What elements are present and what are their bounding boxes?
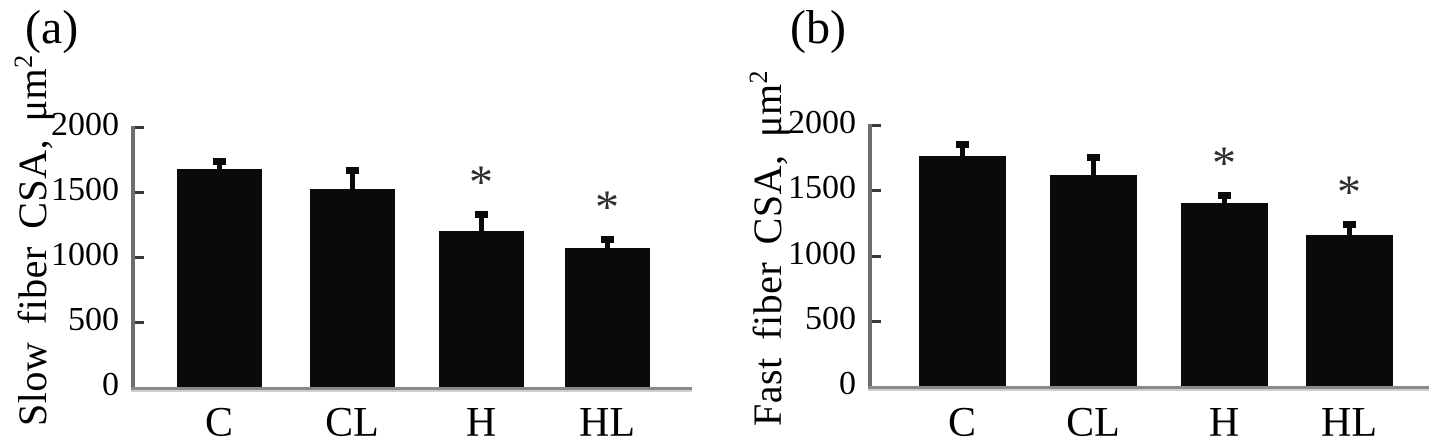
error-bar-cap [212,157,226,165]
y-tick-label: 500 [805,299,856,337]
error-bar-cap [345,167,359,175]
y-tick-label: 2000 [788,104,856,141]
x-category-label: CL [325,400,379,446]
error-bar-cap [1086,153,1100,161]
error-bar-stem [1090,158,1096,175]
x-category-label: HL [1321,400,1377,446]
y-tick-label: 1500 [51,171,119,208]
error-bar-cap [474,210,488,218]
y-tick-label: 0 [102,366,119,403]
x-category-label: C [947,400,976,446]
x-category-label: HL [579,400,635,446]
panel-b-label: (b) [790,1,846,54]
y-tick-label: 2000 [51,106,119,143]
error-bar-cap [1342,220,1356,228]
panel-b-plot-area: 0 500 1000 1500 2000 C CL * H * HL [719,0,1438,448]
y-tick-label: 500 [68,301,119,338]
error-bar-stem [349,172,355,190]
bar [564,247,650,387]
y-tick [135,191,144,194]
y-tick [135,256,144,259]
y-tick-label: 1500 [788,169,856,207]
error-bar-stem [1346,225,1352,235]
error-bar-stem [216,162,222,169]
significance-asterisk: * [595,180,619,234]
error-bar-cap [1217,192,1231,200]
significance-asterisk: * [469,155,493,209]
x-category-label: H [1208,400,1240,446]
error-bar-cap [600,235,614,243]
error-bar-stem [959,146,965,157]
panel-b: (b) Fast fiber CSA, μm2 0 500 1000 1500 2000… [719,0,1438,448]
y-axis-line [131,126,135,390]
y-axis-line [868,124,872,389]
panel-a: (a) Slow fiber CSA, μm2 0 500 1000 1500 2000… [9,1,692,446]
bar [176,168,262,387]
bar [438,231,524,387]
panel-a-label: (a) [25,1,79,54]
panel-a-plot-area: 0 500 1000 1500 2000 C CL * H * HL [51,106,692,446]
bar [1180,203,1268,386]
y-tick [135,321,144,324]
error-bar-stem [478,215,484,231]
significance-asterisk: * [1212,137,1236,191]
x-category-label: CL [1066,400,1120,446]
y-tick [872,319,881,323]
x-category-label: C [204,400,233,446]
error-bar-stem [604,240,610,248]
y-tick-label: 1000 [51,236,119,273]
bar [1049,174,1137,386]
y-tick [872,254,881,258]
y-tick [872,124,881,127]
error-bar-stem [1221,197,1227,204]
y-tick [872,189,881,193]
bar [1305,234,1393,386]
x-category-label: H [465,400,497,446]
error-bar-cap [955,141,969,149]
x-axis-line [868,386,1429,389]
y-tick-label: 1000 [788,234,856,272]
bar [309,189,395,387]
y-tick-label: 0 [839,365,856,402]
x-axis-line [131,387,692,390]
y-tick [135,126,144,129]
bar [918,156,1006,386]
significance-asterisk: * [1337,165,1361,219]
